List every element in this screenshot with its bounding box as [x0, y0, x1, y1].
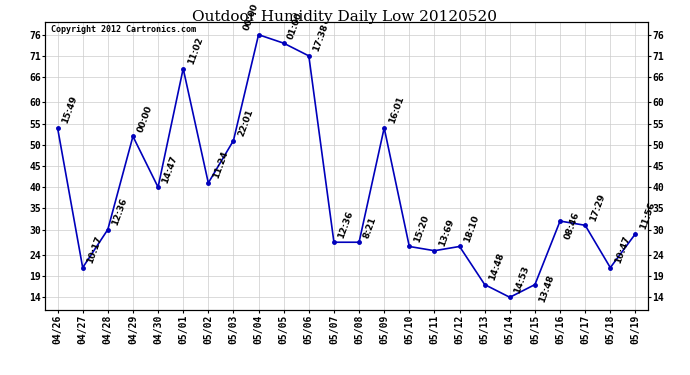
Text: 11:24: 11:24: [211, 150, 229, 180]
Text: 15:49: 15:49: [60, 95, 79, 125]
Text: 10:47: 10:47: [613, 235, 631, 265]
Text: 8:21: 8:21: [362, 215, 378, 240]
Text: 08:46: 08:46: [563, 210, 581, 240]
Text: 22:01: 22:01: [236, 108, 255, 138]
Text: 14:48: 14:48: [487, 252, 506, 282]
Text: 11:02: 11:02: [186, 36, 204, 66]
Text: Copyright 2012 Cartronics.com: Copyright 2012 Cartronics.com: [51, 25, 196, 34]
Text: 00:00: 00:00: [136, 104, 154, 134]
Text: 00:00: 00:00: [242, 2, 260, 32]
Text: 10:17: 10:17: [86, 235, 104, 265]
Text: 12:36: 12:36: [110, 197, 129, 227]
Text: Outdoor Humidity Daily Low 20120520: Outdoor Humidity Daily Low 20120520: [193, 10, 497, 24]
Text: 13:69: 13:69: [437, 218, 455, 248]
Text: 14:53: 14:53: [513, 264, 531, 294]
Text: 12:36: 12:36: [337, 210, 355, 240]
Text: 17:38: 17:38: [312, 23, 330, 53]
Text: 17:29: 17:29: [588, 192, 607, 222]
Text: 16:01: 16:01: [387, 95, 405, 125]
Text: 11:56: 11:56: [638, 201, 656, 231]
Text: 14:47: 14:47: [161, 154, 179, 184]
Text: 15:20: 15:20: [412, 214, 431, 244]
Text: 18:10: 18:10: [462, 214, 480, 244]
Text: 13:48: 13:48: [538, 274, 556, 304]
Text: 01:00: 01:00: [286, 11, 304, 40]
